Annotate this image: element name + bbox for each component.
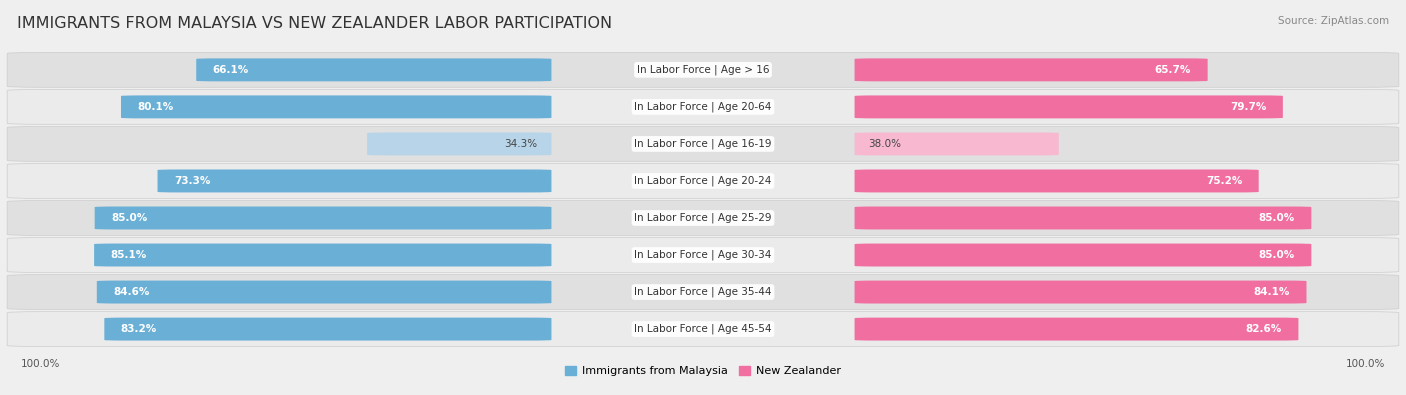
Text: 82.6%: 82.6%	[1246, 324, 1282, 334]
FancyBboxPatch shape	[94, 244, 551, 267]
Text: 85.1%: 85.1%	[111, 250, 146, 260]
Text: 85.0%: 85.0%	[111, 213, 148, 223]
Text: 75.2%: 75.2%	[1206, 176, 1241, 186]
Text: 66.1%: 66.1%	[212, 65, 249, 75]
FancyBboxPatch shape	[7, 238, 1399, 273]
Text: 84.6%: 84.6%	[114, 287, 149, 297]
FancyBboxPatch shape	[855, 169, 1258, 192]
Legend: Immigrants from Malaysia, New Zealander: Immigrants from Malaysia, New Zealander	[561, 361, 845, 380]
Text: In Labor Force | Age 16-19: In Labor Force | Age 16-19	[634, 139, 772, 149]
FancyBboxPatch shape	[855, 280, 1306, 303]
FancyBboxPatch shape	[855, 244, 1312, 267]
FancyBboxPatch shape	[7, 201, 1399, 235]
FancyBboxPatch shape	[197, 58, 551, 81]
FancyBboxPatch shape	[855, 58, 1208, 81]
Text: 100.0%: 100.0%	[21, 359, 60, 369]
Text: 34.3%: 34.3%	[505, 139, 537, 149]
Text: 79.7%: 79.7%	[1230, 102, 1267, 112]
Text: Source: ZipAtlas.com: Source: ZipAtlas.com	[1278, 16, 1389, 26]
FancyBboxPatch shape	[7, 90, 1399, 124]
Text: In Labor Force | Age 45-54: In Labor Force | Age 45-54	[634, 324, 772, 334]
Text: In Labor Force | Age 25-29: In Labor Force | Age 25-29	[634, 213, 772, 223]
FancyBboxPatch shape	[94, 207, 551, 229]
FancyBboxPatch shape	[855, 207, 1312, 229]
Text: IMMIGRANTS FROM MALAYSIA VS NEW ZEALANDER LABOR PARTICIPATION: IMMIGRANTS FROM MALAYSIA VS NEW ZEALANDE…	[17, 16, 612, 31]
Text: In Labor Force | Age > 16: In Labor Force | Age > 16	[637, 65, 769, 75]
Text: 73.3%: 73.3%	[174, 176, 211, 186]
Text: 85.0%: 85.0%	[1258, 250, 1295, 260]
FancyBboxPatch shape	[104, 318, 551, 340]
FancyBboxPatch shape	[7, 275, 1399, 309]
Text: 38.0%: 38.0%	[869, 139, 901, 149]
Text: 84.1%: 84.1%	[1254, 287, 1289, 297]
FancyBboxPatch shape	[7, 312, 1399, 346]
Text: 65.7%: 65.7%	[1154, 65, 1191, 75]
FancyBboxPatch shape	[7, 126, 1399, 161]
FancyBboxPatch shape	[121, 96, 551, 118]
Text: In Labor Force | Age 20-24: In Labor Force | Age 20-24	[634, 176, 772, 186]
FancyBboxPatch shape	[7, 164, 1399, 198]
Text: 80.1%: 80.1%	[138, 102, 174, 112]
FancyBboxPatch shape	[855, 132, 1059, 155]
FancyBboxPatch shape	[157, 169, 551, 192]
Text: In Labor Force | Age 20-64: In Labor Force | Age 20-64	[634, 102, 772, 112]
Text: 100.0%: 100.0%	[1346, 359, 1385, 369]
Text: 83.2%: 83.2%	[121, 324, 157, 334]
FancyBboxPatch shape	[367, 132, 551, 155]
Text: In Labor Force | Age 35-44: In Labor Force | Age 35-44	[634, 287, 772, 297]
FancyBboxPatch shape	[855, 96, 1282, 118]
Text: 85.0%: 85.0%	[1258, 213, 1295, 223]
FancyBboxPatch shape	[855, 318, 1298, 340]
FancyBboxPatch shape	[97, 280, 551, 303]
Text: In Labor Force | Age 30-34: In Labor Force | Age 30-34	[634, 250, 772, 260]
FancyBboxPatch shape	[7, 53, 1399, 87]
